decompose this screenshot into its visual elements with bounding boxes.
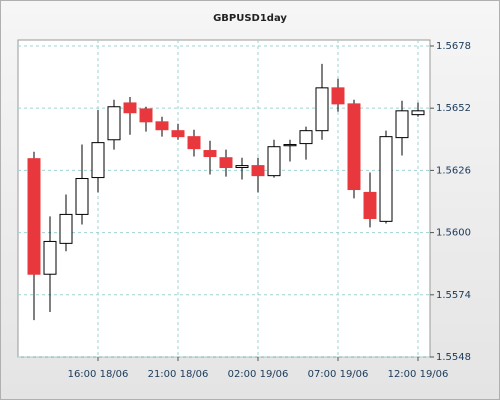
candle-body — [251, 165, 265, 177]
candle-body — [123, 102, 137, 114]
candle-body — [187, 136, 201, 150]
x-tick-label: 12:00 19/06 — [388, 369, 449, 380]
candle-body — [219, 157, 233, 169]
candle-body — [315, 87, 329, 132]
candle-body — [411, 110, 425, 116]
candle-body — [331, 87, 345, 105]
candle-body — [155, 121, 169, 131]
x-tick-label: 07:00 19/06 — [308, 369, 369, 380]
candle-body — [235, 165, 249, 169]
candle-body — [267, 146, 281, 177]
chart-title: GBPUSD1day — [213, 13, 287, 24]
y-tick-label: 1.5548 — [436, 352, 471, 363]
candle-body — [395, 110, 409, 139]
candle-body — [379, 136, 393, 222]
candle-body — [283, 144, 297, 147]
candle-body — [363, 191, 377, 219]
candle-body — [91, 142, 105, 179]
candle-body — [75, 178, 89, 215]
candle-body — [299, 130, 313, 145]
candle-body — [171, 130, 185, 138]
candle-body — [107, 106, 121, 141]
candle-body — [139, 108, 153, 123]
candle-body — [59, 213, 73, 244]
candle-body — [43, 240, 57, 275]
x-tick-label: 16:00 18/06 — [68, 369, 129, 380]
x-tick-label: 21:00 18/06 — [148, 369, 209, 380]
y-tick-label: 1.5678 — [436, 41, 471, 52]
candle-body — [347, 103, 361, 191]
candle-body — [203, 150, 217, 158]
y-tick-label: 1.5574 — [436, 290, 471, 301]
candle-body — [27, 158, 41, 275]
x-tick-label: 02:00 19/06 — [228, 369, 289, 380]
y-tick-label: 1.5652 — [436, 103, 471, 114]
y-tick-label: 1.5600 — [436, 228, 471, 239]
y-tick-label: 1.5626 — [436, 165, 471, 176]
